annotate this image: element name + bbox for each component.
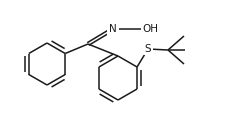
Text: N: N: [109, 24, 116, 34]
Text: OH: OH: [141, 24, 157, 34]
Text: S: S: [144, 44, 151, 54]
